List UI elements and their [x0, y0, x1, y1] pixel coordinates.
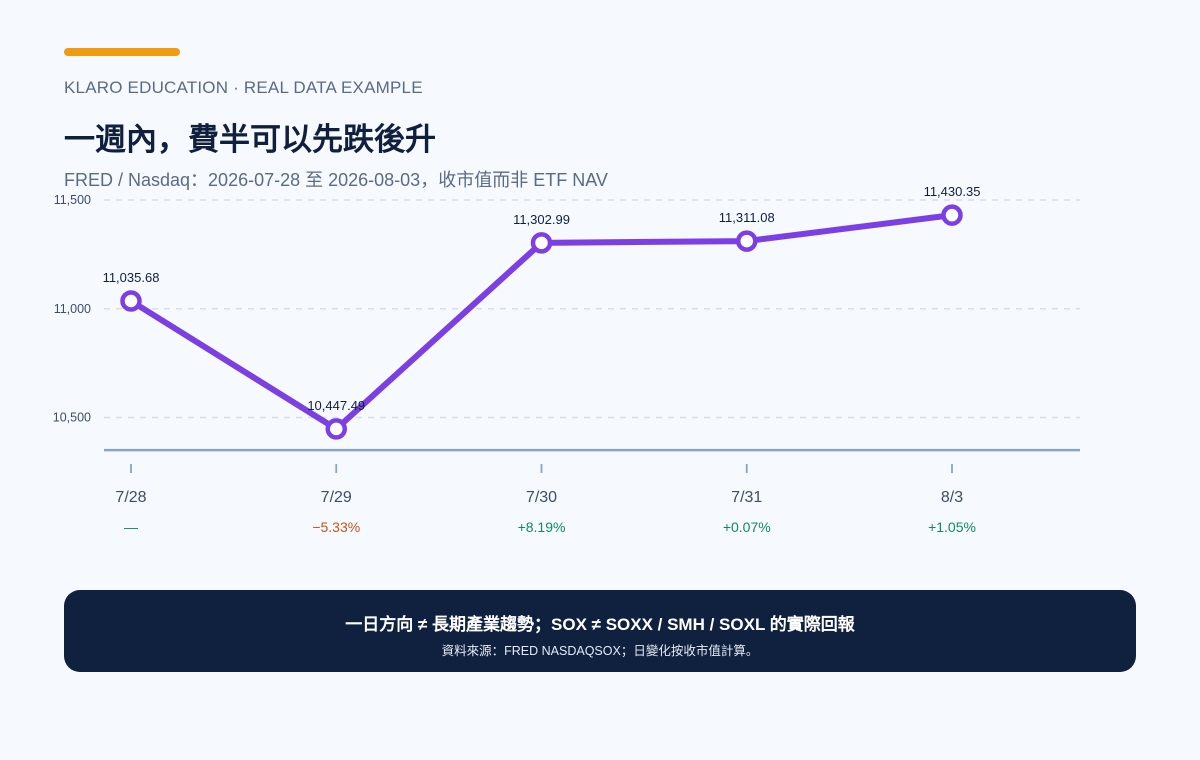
footer-headline: 一日方向 ≠ 長期產業趨勢；SOX ≠ SOXX / SMH / SOXL 的實…: [345, 615, 855, 634]
x-tick-label: 7/29: [321, 489, 352, 506]
x-tick-label: 7/30: [526, 489, 557, 506]
x-tick-label: 7/31: [731, 489, 762, 506]
data-point: [941, 204, 963, 226]
footer-note: 一日方向 ≠ 長期產業趨勢；SOX ≠ SOXX / SMH / SOXL 的實…: [64, 590, 1136, 672]
daily-change-label: −5.33%: [312, 519, 360, 535]
data-label: 11,035.68: [103, 270, 160, 285]
data-label: 10,447.49: [307, 398, 365, 413]
data-label: 11,302.99: [513, 212, 570, 227]
data-point: [325, 418, 347, 440]
data-label: 11,311.08: [719, 210, 775, 225]
data-point: [736, 230, 758, 252]
data-label: 11,430.35: [924, 184, 981, 199]
daily-change-label: —: [124, 519, 138, 535]
y-tick-label: 11,500: [54, 193, 91, 207]
daily-change-label: +1.05%: [928, 519, 976, 535]
eyebrow-label: KLARO EDUCATION · REAL DATA EXAMPLE: [64, 78, 423, 97]
chart-title: 一週內，費半可以先跌後升: [64, 122, 436, 157]
line-chart: 10,500 11,000 11,500 7/28 — 7/29 −5.33% 7/30 +8.…: [53, 184, 1080, 535]
footer-source: 資料來源：FRED NASDAQSOX；日變化按收市值計算。: [441, 644, 759, 658]
daily-change-label: +8.19%: [518, 519, 566, 535]
x-tick-label: 7/28: [115, 489, 146, 506]
y-tick-label: 10,500: [53, 411, 91, 425]
chart-subtitle: FRED / Nasdaq：2026-07-28 至 2026-08-03，收市…: [64, 170, 608, 190]
x-tick-label: 8/3: [941, 489, 963, 506]
y-tick-label: 11,000: [54, 302, 91, 316]
data-point: [530, 232, 553, 254]
accent-bar: [64, 48, 180, 56]
daily-change-label: +0.07%: [723, 519, 771, 535]
data-point: [120, 290, 142, 312]
